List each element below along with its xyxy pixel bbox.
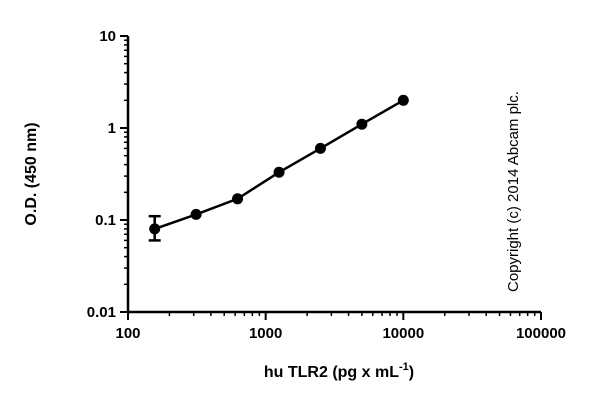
y-tick-label: 10 <box>99 28 116 45</box>
copyright-text: Copyright (c) 2014 Abcam plc. <box>505 91 522 292</box>
y-tick-label: 1 <box>108 120 116 137</box>
x-ticks: 100 1000 10000 100000 <box>115 312 566 342</box>
x-tick-label: 100 <box>115 325 140 342</box>
y-tick-label: 0.1 <box>95 212 116 229</box>
data-series <box>148 94 409 242</box>
data-point <box>397 94 409 106</box>
x-tick-label: 100000 <box>516 325 566 342</box>
axes <box>126 36 541 314</box>
x-axis-title-suffix: ) <box>409 364 414 381</box>
data-point <box>232 193 244 205</box>
x-axis-title-superscript: -1 <box>399 361 409 373</box>
x-tick-label: 10000 <box>382 325 424 342</box>
x-axis-title: hu TLR2 (pg x mL-1) <box>264 361 414 381</box>
x-axis-title-main: hu TLR2 (pg x mL <box>264 364 399 381</box>
data-point <box>149 223 161 235</box>
series-line <box>154 99 404 231</box>
y-tick-label: 0.01 <box>87 304 116 321</box>
data-point <box>273 166 285 178</box>
y-axis-title: O.D. (450 nm) <box>23 122 40 225</box>
y-ticks: 0.01 0.1 1 10 <box>87 28 128 321</box>
data-point <box>190 208 202 220</box>
x-tick-label: 1000 <box>249 325 282 342</box>
data-point <box>314 142 326 154</box>
data-point <box>356 118 368 130</box>
